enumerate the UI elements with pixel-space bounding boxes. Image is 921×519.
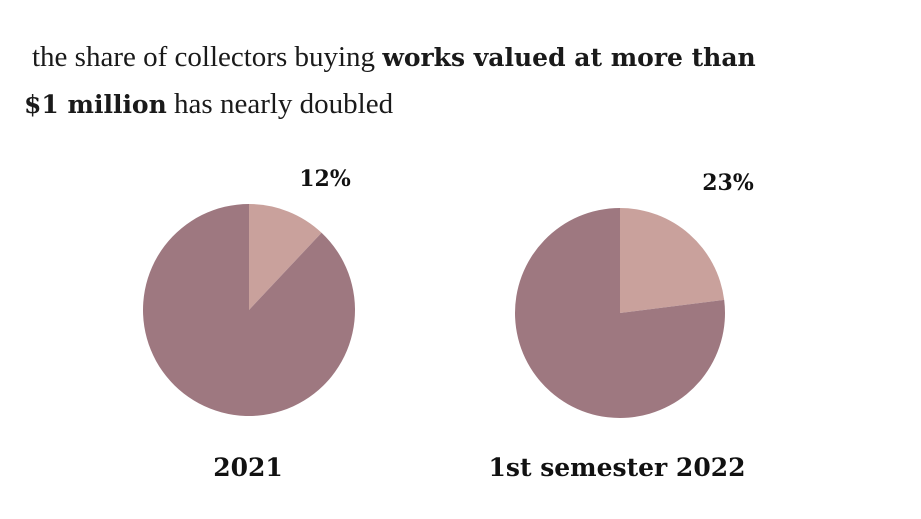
pie-slice-rest [515, 208, 726, 419]
pie-slice-highlight [620, 208, 725, 313]
pie-percent-label: 12% [299, 166, 351, 192]
pie-category-label: 2021 [213, 453, 283, 482]
pie-category-label: 1st semester 2022 [488, 453, 745, 482]
headline-prefix: the share of collectors buying [32, 41, 383, 73]
headline-line-1: the share of collectors buying works val… [24, 34, 894, 81]
headline-bold-2: $1 million [24, 90, 167, 119]
headline-suffix: has nearly doubled [166, 88, 394, 120]
headline: the share of collectors buying works val… [24, 34, 894, 128]
pie-percent-label: 23% [702, 170, 754, 196]
pie-slice-highlight [249, 204, 322, 310]
pie-chart-1: 12% 2021 [142, 166, 355, 482]
pie-chart-2: 23% 1st semester 2022 [488, 170, 753, 482]
headline-bold-1: works valued at more than [382, 43, 756, 72]
pie-slice-rest [142, 204, 355, 416]
headline-line-2: $1 million has nearly doubled [24, 81, 894, 128]
